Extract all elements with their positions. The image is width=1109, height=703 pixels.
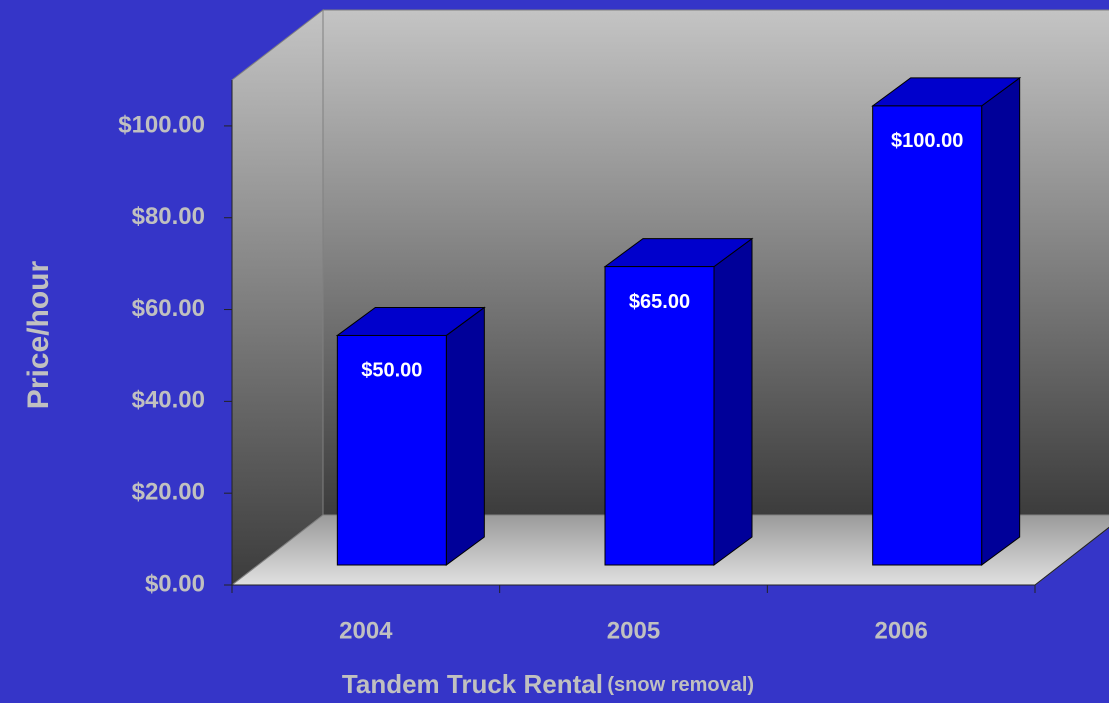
value-label: $100.00: [891, 130, 963, 152]
x-tick-label: 2004: [339, 617, 393, 644]
y-tick-label: $80.00: [132, 203, 205, 230]
bar: [604, 266, 715, 566]
bar-side: [713, 237, 753, 566]
side-wall: [231, 8, 324, 587]
value-label: $50.00: [361, 360, 422, 382]
y-tick-label: $20.00: [132, 479, 205, 506]
x-tick-label: 2005: [607, 617, 660, 644]
x-axis-title: Tandem Truck Rental (snow removal): [342, 669, 754, 699]
bar-side: [981, 76, 1021, 566]
x-axis-title-main: Tandem Truck Rental: [342, 669, 603, 699]
floor-edge: [1034, 526, 1109, 586]
x-tick-label: 2006: [874, 617, 927, 644]
value-label: $65.00: [629, 291, 690, 313]
y-tick-label: $100.00: [118, 111, 205, 138]
y-tick-label: $0.00: [145, 570, 205, 597]
bar: [336, 334, 447, 566]
y-tick-label: $40.00: [132, 387, 205, 414]
y-tick-label: $60.00: [132, 295, 205, 322]
bar-side: [445, 306, 485, 566]
y-axis-title: Price/hour: [22, 260, 55, 409]
x-axis-title-note: (snow removal): [607, 674, 754, 696]
bar: [872, 105, 983, 566]
